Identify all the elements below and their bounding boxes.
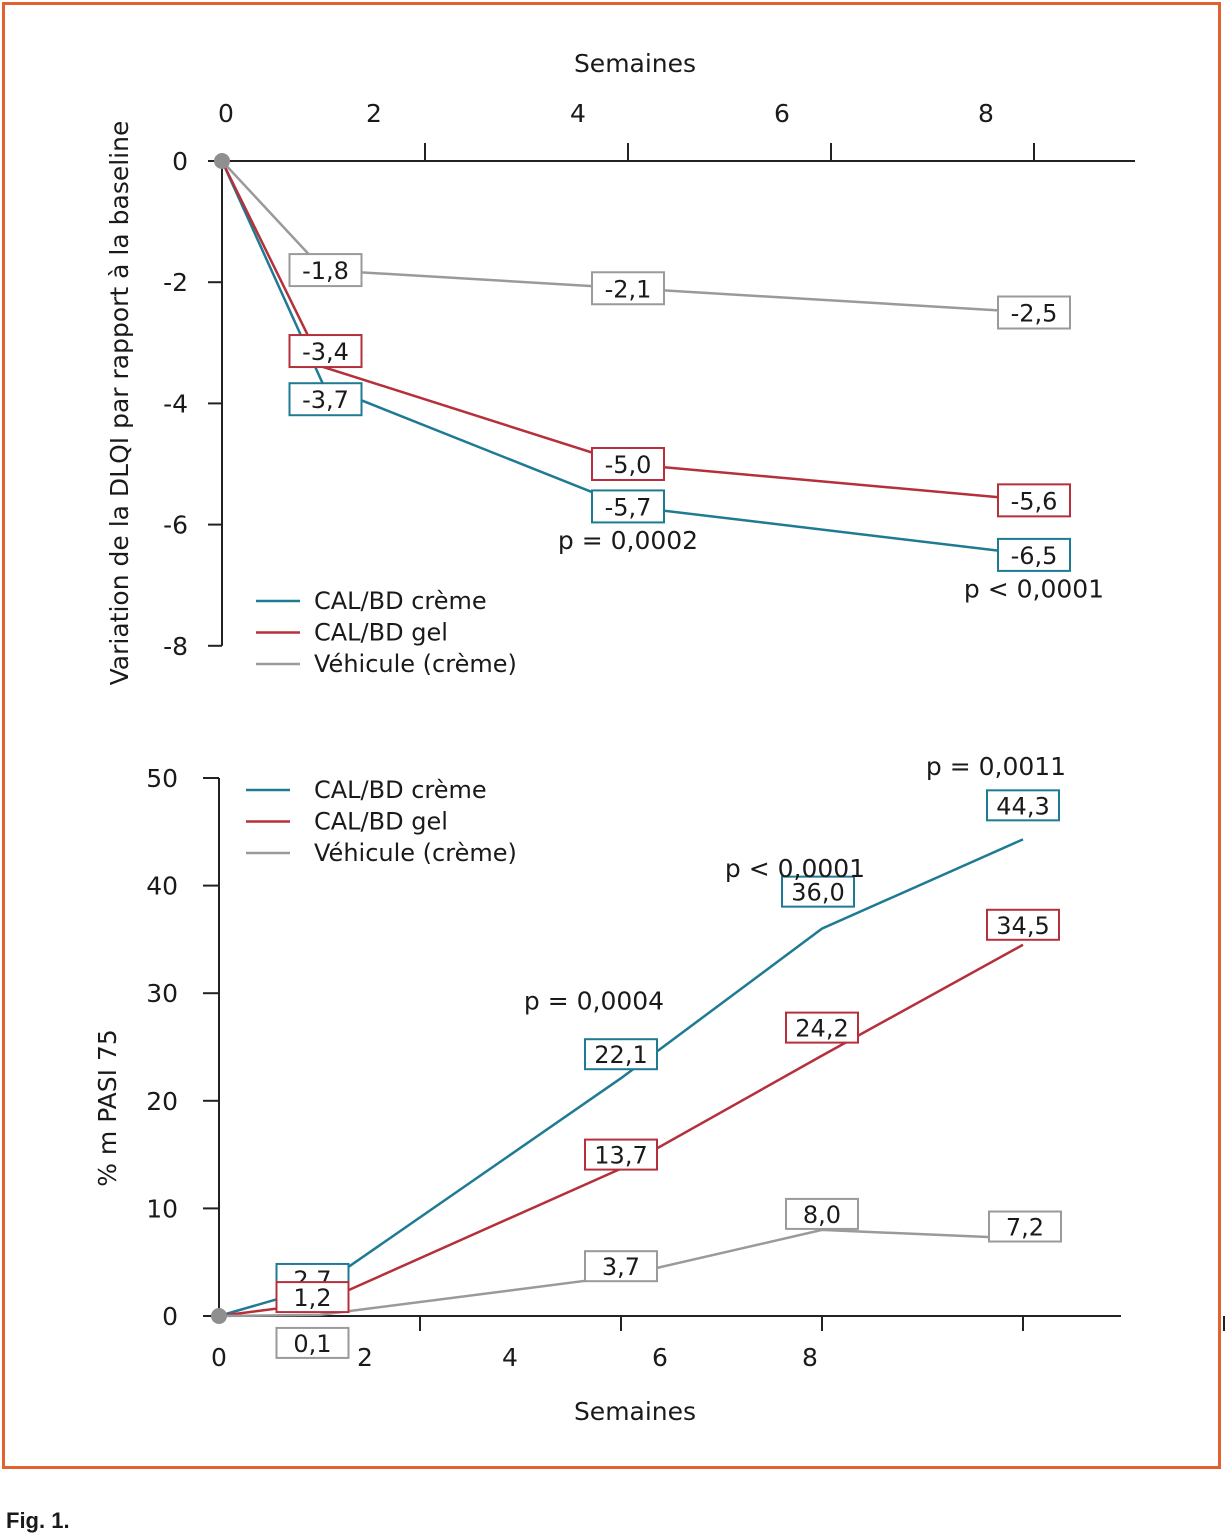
data-label-box-gel bbox=[785, 1011, 859, 1044]
y-tick-label: 0 bbox=[172, 147, 188, 176]
data-label-box-vehicule bbox=[988, 1210, 1062, 1243]
x-tick-label: 8 bbox=[978, 99, 994, 128]
data-label-creme: -6,5 bbox=[1011, 542, 1058, 570]
y-axis-label: % m PASI 75 bbox=[93, 1029, 122, 1187]
data-label-box-vehicule bbox=[275, 1326, 350, 1359]
p-value-annotation: p < 0,0001 bbox=[964, 574, 1104, 603]
x-tick-label: 2 bbox=[357, 1343, 373, 1372]
y-tick-label: 40 bbox=[146, 872, 178, 901]
x-tick-label: 2 bbox=[366, 99, 382, 128]
y-tick-label: 10 bbox=[146, 1194, 178, 1223]
data-label-vehicule: -2,1 bbox=[605, 275, 652, 303]
data-label-creme: -3,7 bbox=[302, 386, 349, 414]
data-label-box-creme bbox=[997, 537, 1071, 572]
x-axis-label: Semaines bbox=[574, 1397, 696, 1426]
data-label-box-gel bbox=[591, 447, 665, 481]
data-label-gel: -5,6 bbox=[1011, 487, 1058, 515]
data-label-box-creme bbox=[584, 1038, 658, 1071]
figure-frame bbox=[2, 2, 1221, 1469]
x-tick-label: 0 bbox=[211, 1343, 227, 1372]
y-tick-label: 50 bbox=[146, 764, 178, 793]
data-label-box-gel bbox=[275, 1281, 350, 1314]
data-label-creme: 22,1 bbox=[594, 1041, 647, 1069]
legend-label-vehicule: Véhicule (crème) bbox=[314, 650, 517, 678]
y-tick-label: -4 bbox=[163, 389, 188, 418]
data-label-creme: 36,0 bbox=[791, 879, 844, 907]
data-label-box-creme bbox=[288, 382, 363, 417]
legend-label-gel: CAL/BD gel bbox=[314, 619, 448, 647]
data-label-gel: 1,2 bbox=[293, 1284, 331, 1312]
x-tick-label: 0 bbox=[218, 99, 234, 128]
data-label-box-vehicule bbox=[997, 295, 1071, 330]
p-value-annotation: p = 0,0002 bbox=[558, 526, 698, 555]
y-tick-label: -8 bbox=[163, 632, 188, 661]
data-label-box-vehicule bbox=[591, 271, 665, 306]
data-label-vehicule: 0,1 bbox=[293, 1330, 331, 1358]
data-label-box-gel bbox=[584, 1138, 658, 1171]
x-tick-label: 8 bbox=[802, 1343, 818, 1372]
data-label-box-vehicule bbox=[584, 1250, 658, 1283]
data-label-box-creme bbox=[781, 875, 855, 908]
data-label-box-creme bbox=[986, 789, 1060, 822]
legend-label-creme: CAL/BD crème bbox=[314, 776, 487, 804]
p-value-annotation: p < 0,0001 bbox=[725, 854, 865, 883]
data-label-box-creme bbox=[591, 489, 665, 524]
origin-marker bbox=[211, 1308, 227, 1324]
series-line-vehicule bbox=[221, 160, 1035, 314]
dlqi-chart: 0 2 4 6 8 Semaines 0 -2 -4 -6 -8 Variation de la DL… bbox=[105, 49, 1135, 686]
y-axis-label: Variation de la DLQI par rapport à la ba… bbox=[105, 121, 134, 686]
series-line-gel bbox=[220, 160, 1035, 502]
p-value-annotation: p = 0,0004 bbox=[524, 986, 664, 1015]
x-tick-label: 6 bbox=[652, 1343, 668, 1372]
data-label-vehicule: 7,2 bbox=[1006, 1214, 1044, 1242]
data-label-gel: 24,2 bbox=[795, 1015, 848, 1043]
p-value-annotation: p = 0,0011 bbox=[926, 752, 1066, 781]
x-axis-label: Semaines bbox=[574, 49, 696, 78]
data-label-box-gel bbox=[986, 908, 1060, 941]
series-line-creme bbox=[220, 160, 1035, 557]
data-label-gel: -5,0 bbox=[605, 451, 652, 479]
data-label-box-gel bbox=[997, 483, 1071, 518]
y-tick-label: 0 bbox=[162, 1302, 178, 1331]
data-label-box-gel bbox=[288, 334, 363, 369]
data-label-vehicule: -1,8 bbox=[302, 257, 349, 285]
series-line-creme bbox=[218, 838, 1024, 1318]
data-label-creme: -5,7 bbox=[605, 493, 652, 521]
y-tick-label: -2 bbox=[163, 268, 188, 297]
data-label-vehicule: -2,5 bbox=[1011, 300, 1058, 328]
y-tick-label: 30 bbox=[146, 979, 178, 1008]
data-label-gel: 34,5 bbox=[996, 912, 1049, 940]
data-label-box-vehicule bbox=[785, 1197, 859, 1230]
legend-label-gel: CAL/BD gel bbox=[314, 808, 448, 836]
data-label-vehicule: 3,7 bbox=[602, 1253, 640, 1281]
x-tick-label: 4 bbox=[570, 99, 586, 128]
x-tick-label: 4 bbox=[502, 1343, 518, 1372]
legend-label-creme: CAL/BD crème bbox=[314, 587, 487, 615]
data-label-box-vehicule bbox=[288, 253, 363, 288]
data-label-gel: 13,7 bbox=[594, 1142, 647, 1170]
data-label-gel: -3,4 bbox=[302, 338, 349, 366]
figure-caption: Fig. 1. bbox=[6, 1508, 70, 1533]
origin-marker bbox=[214, 153, 230, 169]
data-label-creme: 44,3 bbox=[996, 792, 1049, 820]
y-tick-label: 20 bbox=[146, 1087, 178, 1116]
x-tick-label: 6 bbox=[774, 99, 790, 128]
y-tick-label: -6 bbox=[163, 511, 188, 540]
legend-label-vehicule: Véhicule (crème) bbox=[314, 839, 517, 867]
data-label-vehicule: 8,0 bbox=[803, 1201, 841, 1229]
